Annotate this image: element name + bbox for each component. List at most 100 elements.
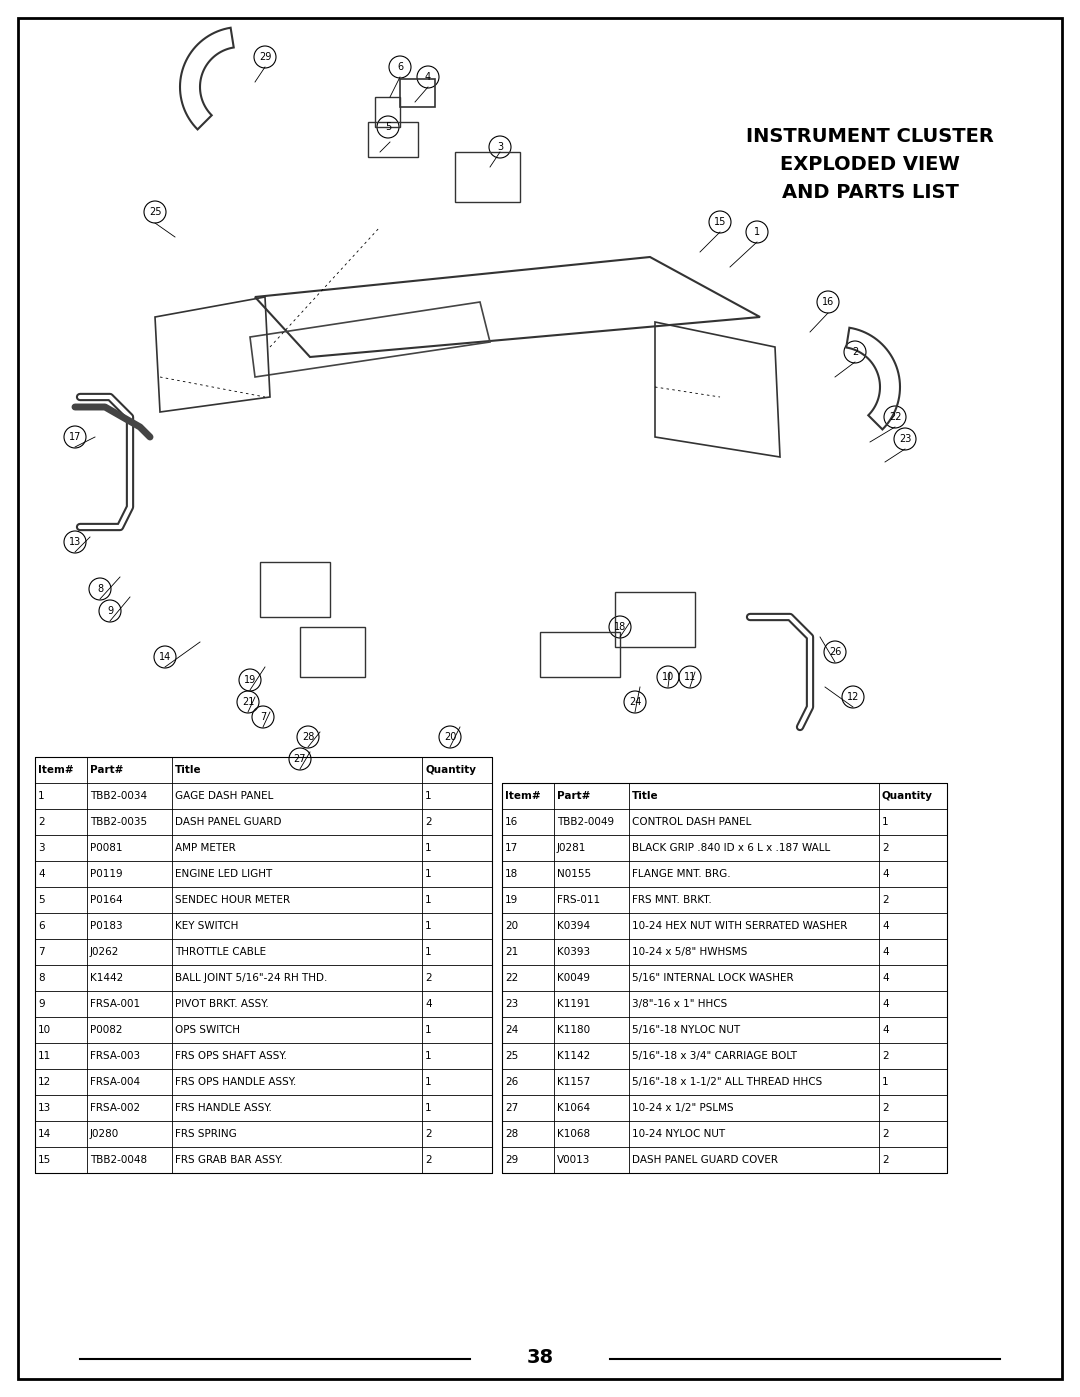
Text: 21: 21: [242, 697, 254, 707]
Text: 2: 2: [426, 1155, 432, 1165]
Text: 10-24 x 5/8" HWHSMS: 10-24 x 5/8" HWHSMS: [632, 947, 747, 957]
Text: K1064: K1064: [557, 1104, 590, 1113]
Text: Item#: Item#: [38, 766, 73, 775]
Text: P0119: P0119: [90, 869, 123, 879]
Text: 26: 26: [505, 1077, 518, 1087]
Text: FRS SPRING: FRS SPRING: [175, 1129, 237, 1139]
Bar: [615, 592, 696, 647]
Text: K1180: K1180: [557, 1025, 590, 1035]
Text: 2: 2: [882, 1155, 889, 1165]
Text: FRSA-003: FRSA-003: [90, 1051, 140, 1060]
Text: 12: 12: [847, 692, 860, 703]
Text: 8: 8: [38, 972, 44, 983]
Text: 2: 2: [882, 1129, 889, 1139]
Text: 20: 20: [444, 732, 456, 742]
Text: 6: 6: [38, 921, 44, 930]
Text: PIVOT BRKT. ASSY.: PIVOT BRKT. ASSY.: [175, 999, 269, 1009]
Text: 5: 5: [384, 122, 391, 131]
Text: BALL JOINT 5/16"-24 RH THD.: BALL JOINT 5/16"-24 RH THD.: [175, 972, 327, 983]
Text: 17: 17: [505, 842, 518, 854]
Text: 1: 1: [426, 791, 432, 800]
Text: 2: 2: [882, 842, 889, 854]
Text: FRS MNT. BRKT.: FRS MNT. BRKT.: [632, 895, 712, 905]
Text: 4: 4: [882, 921, 889, 930]
Text: Title: Title: [175, 766, 202, 775]
Text: 1: 1: [426, 947, 432, 957]
Text: 26: 26: [828, 647, 841, 657]
Text: 4: 4: [38, 869, 44, 879]
Text: 18: 18: [505, 869, 518, 879]
Text: 27: 27: [505, 1104, 518, 1113]
Text: 1: 1: [426, 1025, 432, 1035]
Text: 14: 14: [38, 1129, 51, 1139]
Text: 2: 2: [38, 817, 44, 827]
Text: 19: 19: [505, 895, 518, 905]
Text: 25: 25: [149, 207, 161, 217]
Text: P0183: P0183: [90, 921, 123, 930]
Text: 10-24 x 1/2" PSLMS: 10-24 x 1/2" PSLMS: [632, 1104, 733, 1113]
Text: 1: 1: [882, 1077, 889, 1087]
Text: 28: 28: [301, 732, 314, 742]
Text: 10: 10: [662, 672, 674, 682]
Text: 9: 9: [107, 606, 113, 616]
Text: GAGE DASH PANEL: GAGE DASH PANEL: [175, 791, 273, 800]
Text: Quantity: Quantity: [882, 791, 933, 800]
Text: FRSA-004: FRSA-004: [90, 1077, 140, 1087]
Bar: [35, 757, 492, 1173]
Text: 4: 4: [882, 869, 889, 879]
Text: INSTRUMENT CLUSTER
EXPLODED VIEW
AND PARTS LIST: INSTRUMENT CLUSTER EXPLODED VIEW AND PAR…: [746, 127, 994, 203]
Text: 17: 17: [69, 432, 81, 441]
Text: FRS-011: FRS-011: [557, 895, 600, 905]
Text: FRS HANDLE ASSY.: FRS HANDLE ASSY.: [175, 1104, 272, 1113]
Text: FRSA-001: FRSA-001: [90, 999, 140, 1009]
Text: 29: 29: [505, 1155, 518, 1165]
Text: 2: 2: [882, 1051, 889, 1060]
Bar: [455, 152, 519, 203]
Text: 16: 16: [505, 817, 518, 827]
Text: CONTROL DASH PANEL: CONTROL DASH PANEL: [632, 817, 752, 827]
Text: 19: 19: [244, 675, 256, 685]
Text: Title: Title: [632, 791, 659, 800]
Text: 12: 12: [38, 1077, 51, 1087]
Text: N0155: N0155: [557, 869, 591, 879]
Text: 16: 16: [822, 298, 834, 307]
Text: P0082: P0082: [90, 1025, 122, 1035]
Text: 15: 15: [38, 1155, 51, 1165]
Text: 2: 2: [426, 817, 432, 827]
Text: 2: 2: [426, 972, 432, 983]
Text: FRS OPS HANDLE ASSY.: FRS OPS HANDLE ASSY.: [175, 1077, 296, 1087]
Text: THROTTLE CABLE: THROTTLE CABLE: [175, 947, 266, 957]
Bar: [540, 631, 620, 678]
Text: K0394: K0394: [557, 921, 590, 930]
Text: 4: 4: [882, 999, 889, 1009]
Text: 10-24 NYLOC NUT: 10-24 NYLOC NUT: [632, 1129, 725, 1139]
Text: 14: 14: [159, 652, 171, 662]
Text: 7: 7: [260, 712, 266, 722]
Text: 1: 1: [426, 895, 432, 905]
Text: K1191: K1191: [557, 999, 591, 1009]
Text: 2: 2: [882, 1104, 889, 1113]
Text: K1142: K1142: [557, 1051, 591, 1060]
Text: FRS GRAB BAR ASSY.: FRS GRAB BAR ASSY.: [175, 1155, 283, 1165]
Text: 2: 2: [882, 895, 889, 905]
Text: 7: 7: [38, 947, 44, 957]
Text: 5/16"-18 NYLOC NUT: 5/16"-18 NYLOC NUT: [632, 1025, 740, 1035]
Text: 27: 27: [294, 754, 307, 764]
Text: 15: 15: [714, 217, 726, 226]
Text: 29: 29: [259, 52, 271, 61]
Text: 23: 23: [505, 999, 518, 1009]
Text: 13: 13: [69, 536, 81, 548]
Text: P0081: P0081: [90, 842, 122, 854]
Text: J0262: J0262: [90, 947, 120, 957]
Text: 24: 24: [629, 697, 642, 707]
Text: 9: 9: [38, 999, 44, 1009]
Text: J0281: J0281: [557, 842, 586, 854]
Text: P0164: P0164: [90, 895, 123, 905]
Text: DASH PANEL GUARD: DASH PANEL GUARD: [175, 817, 282, 827]
Text: 23: 23: [899, 434, 912, 444]
Text: Part#: Part#: [90, 766, 123, 775]
Text: 4: 4: [882, 1025, 889, 1035]
Text: OPS SWITCH: OPS SWITCH: [175, 1025, 240, 1035]
Text: 1: 1: [754, 226, 760, 237]
Text: Item#: Item#: [505, 791, 541, 800]
